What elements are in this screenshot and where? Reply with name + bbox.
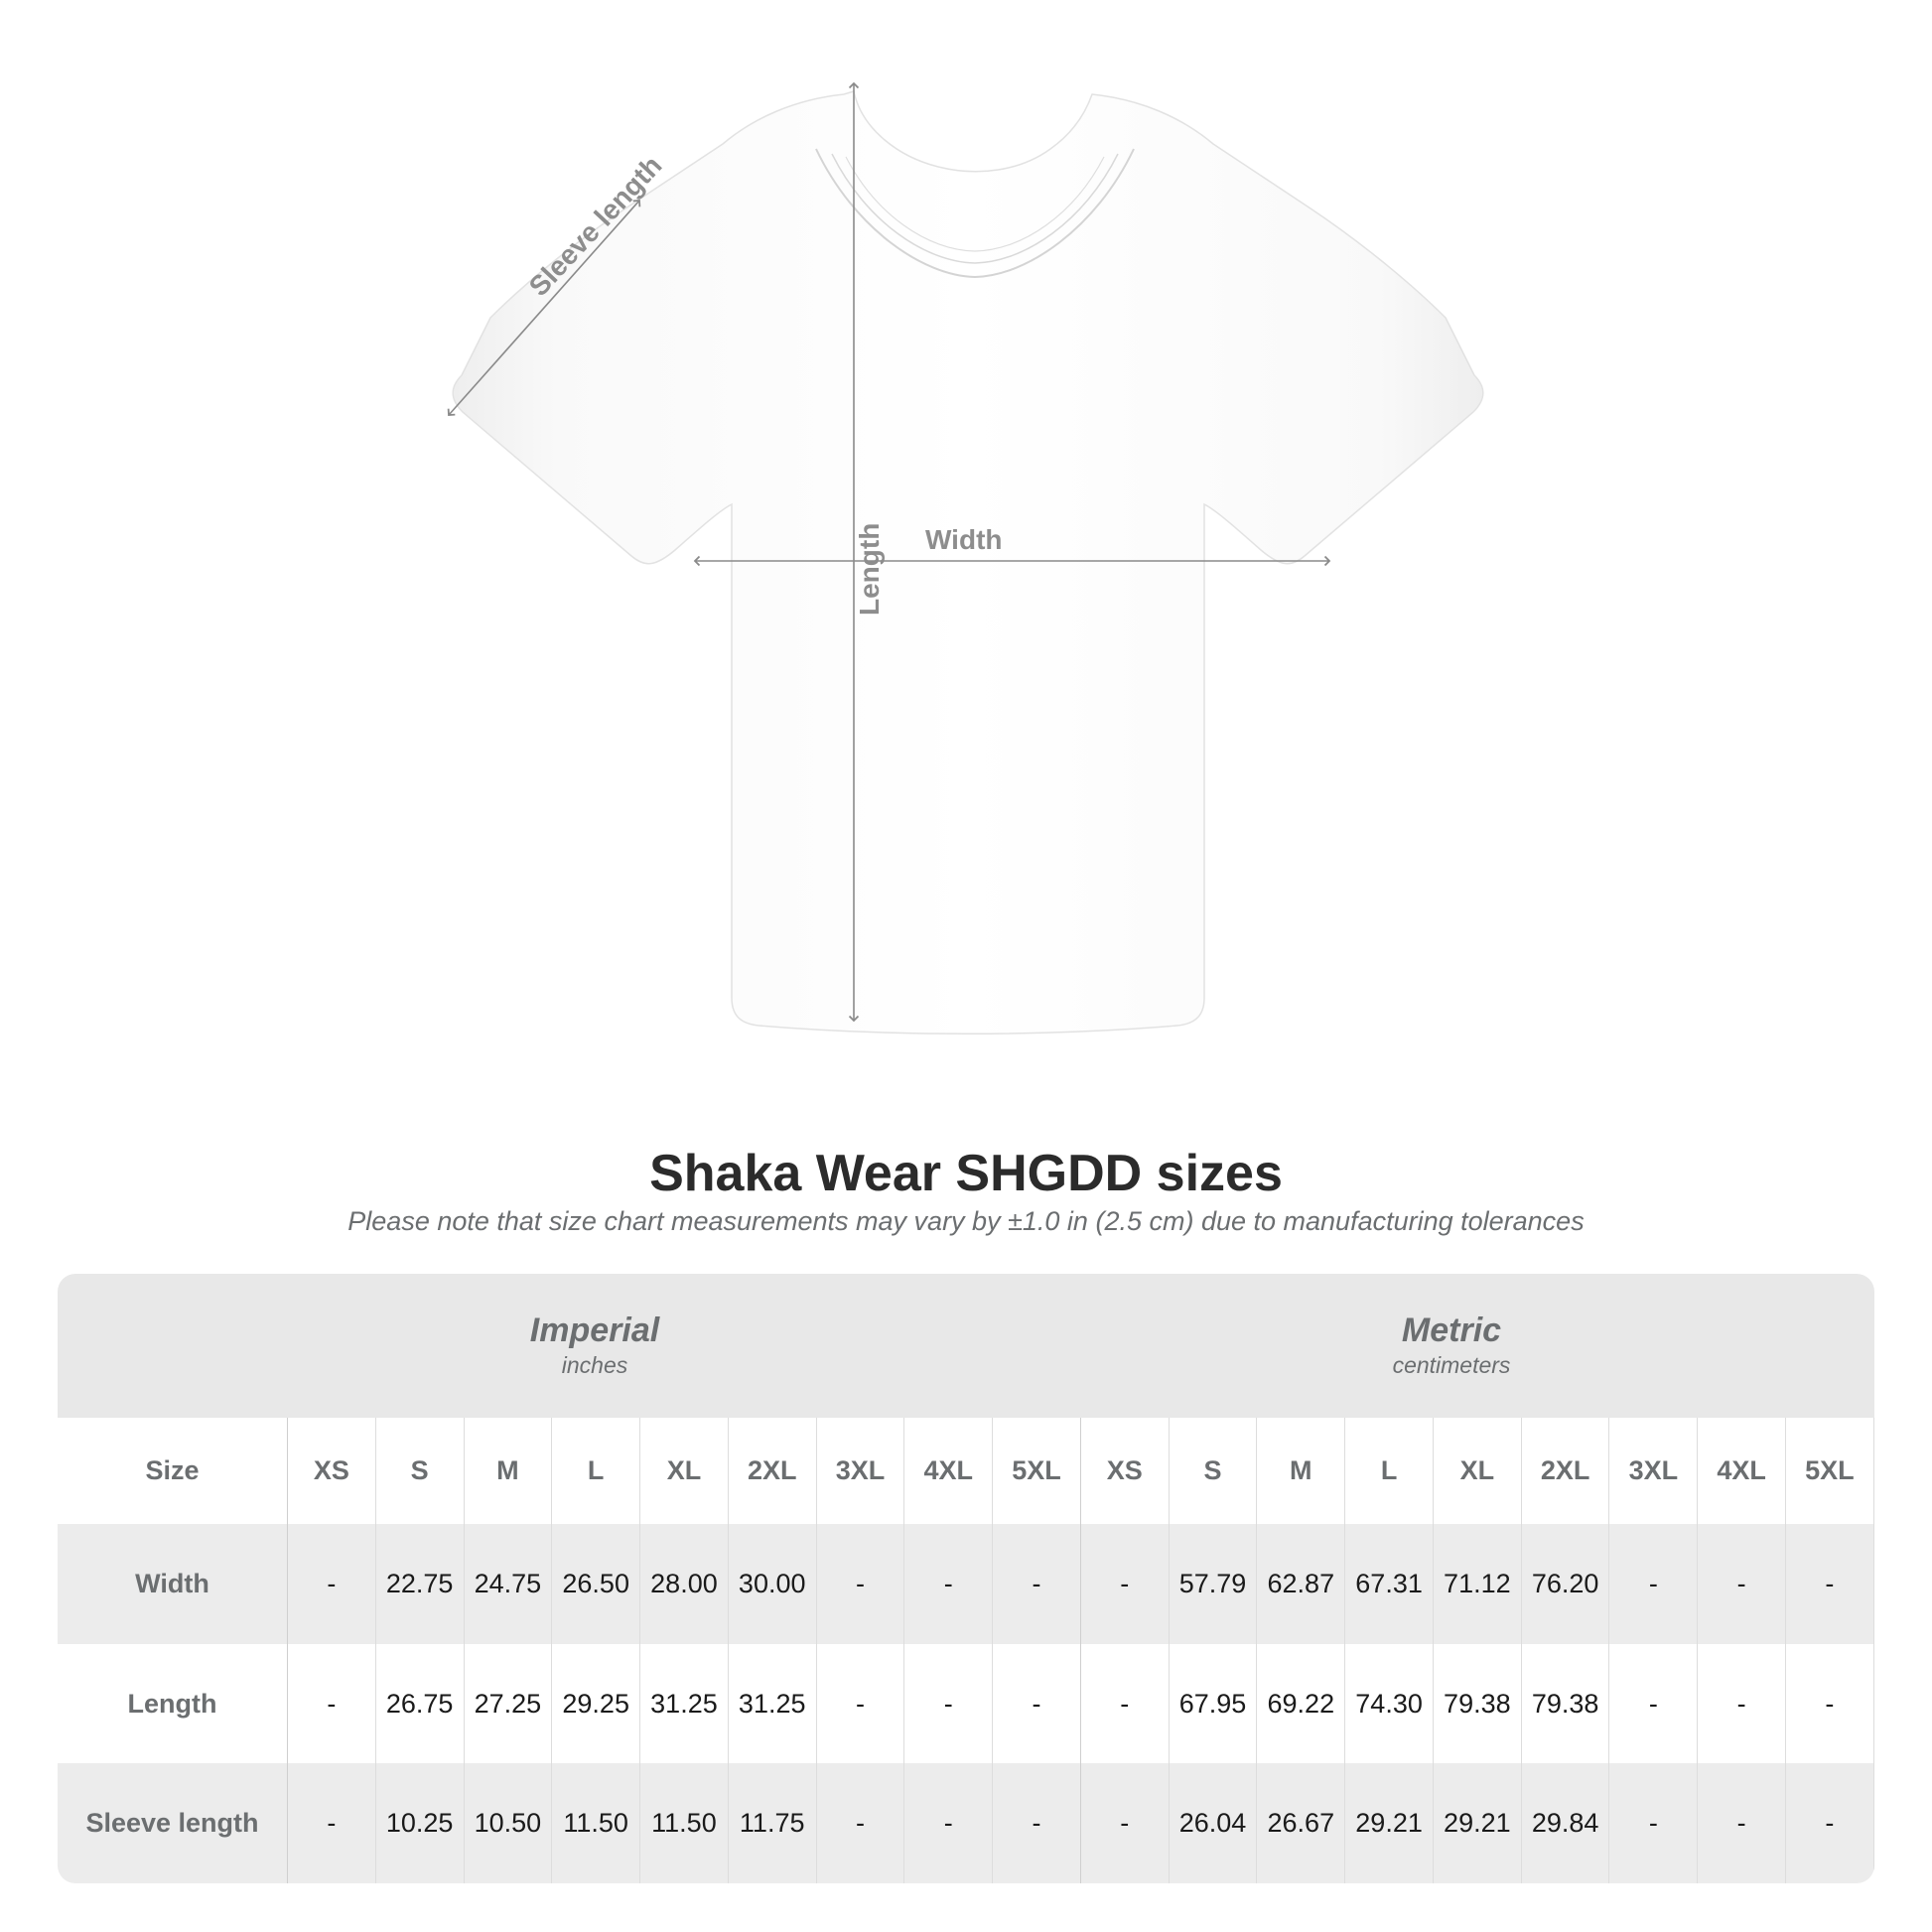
svg-text:Width: Width (925, 524, 1003, 555)
svg-text:Length: Length (854, 523, 885, 616)
